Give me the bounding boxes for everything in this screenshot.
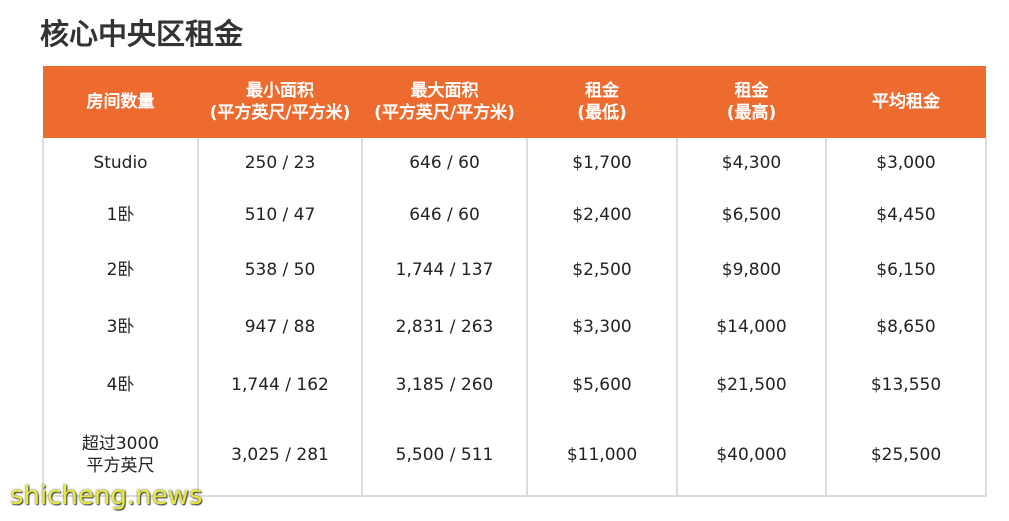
cell-rooms: 2卧 <box>42 242 199 298</box>
cell-rent-min: $2,400 <box>526 188 678 242</box>
cell-rent-max: $21,500 <box>676 356 827 414</box>
cell-rent-min: $11,000 <box>526 414 678 497</box>
table-row: 2卧 538 / 50 1,744 / 137 $2,500 $9,800 $6… <box>42 242 987 298</box>
cell-rent-avg: $13,550 <box>825 356 987 414</box>
table-row: Studio 250 / 23 646 / 60 $1,700 $4,300 $… <box>42 138 987 188</box>
cell-rooms: 3卧 <box>42 298 199 356</box>
cell-rooms: 1卧 <box>42 188 199 242</box>
cell-rooms: 超过3000 平方英尺 <box>42 414 199 497</box>
header-rent-avg: 平均租金 <box>826 66 986 138</box>
table-row: 3卧 947 / 88 2,831 / 263 $3,300 $14,000 $… <box>42 298 987 356</box>
cell-rent-min: $1,700 <box>526 138 678 188</box>
cell-rent-min: $5,600 <box>526 356 678 414</box>
header-rent-avg-label: 平均租金 <box>872 92 940 112</box>
cell-rooms: 4卧 <box>42 356 199 414</box>
cell-max-area: 1,744 / 137 <box>361 242 528 298</box>
cell-min-area: 510 / 47 <box>197 188 363 242</box>
cell-rent-min: $2,500 <box>526 242 678 298</box>
header-max-area-unit: (平方英尺/平方米) <box>374 103 515 123</box>
cell-rent-avg: $25,500 <box>825 414 987 497</box>
header-max-area-label: 最大面积 <box>410 81 479 101</box>
header-rent-max-label: 租金 <box>734 81 769 101</box>
cell-min-area: 947 / 88 <box>197 298 363 356</box>
cell-rent-max: $9,800 <box>676 242 827 298</box>
header-rooms-label: 房间数量 <box>86 92 155 112</box>
cell-rent-avg: $4,450 <box>825 188 987 242</box>
table-row: 超过3000 平方英尺 3,025 / 281 5,500 / 511 $11,… <box>42 414 987 497</box>
cell-min-area: 250 / 23 <box>197 138 363 188</box>
cell-max-area: 646 / 60 <box>361 138 528 188</box>
table-header-row: 房间数量 最小面积 (平方英尺/平方米) 最大面积 (平方英尺/平方米) 租金 … <box>43 66 986 138</box>
header-rent-min-label: 租金 <box>585 81 619 101</box>
cell-max-area: 3,185 / 260 <box>361 356 528 414</box>
table-row: 4卧 1,744 / 162 3,185 / 260 $5,600 $21,50… <box>42 356 987 414</box>
cell-rent-max: $4,300 <box>676 138 827 188</box>
cell-max-area: 646 / 60 <box>361 188 528 242</box>
header-rent-max-qualifier: (最高) <box>726 103 777 123</box>
cell-rent-avg: $3,000 <box>825 138 987 188</box>
cell-max-area: 5,500 / 511 <box>361 414 528 497</box>
watermark-logo: shicheng.news <box>10 481 203 511</box>
cell-rent-max: $6,500 <box>676 188 827 242</box>
cell-rent-avg: $8,650 <box>825 298 987 356</box>
header-max-area: 最大面积 (平方英尺/平方米) <box>362 66 527 138</box>
header-min-area-unit: (平方英尺/平方米) <box>209 103 351 123</box>
table-row: 1卧 510 / 47 646 / 60 $2,400 $6,500 $4,45… <box>42 188 987 242</box>
cell-rent-min: $3,300 <box>526 298 678 356</box>
cell-rooms: Studio <box>42 138 199 188</box>
header-min-area: 最小面积 (平方英尺/平方米) <box>198 66 362 138</box>
header-rent-min: 租金 (最低) <box>527 66 677 138</box>
rent-table: 房间数量 最小面积 (平方英尺/平方米) 最大面积 (平方英尺/平方米) 租金 … <box>42 66 987 497</box>
cell-rent-max: $40,000 <box>676 414 827 497</box>
header-rooms: 房间数量 <box>43 66 198 138</box>
cell-min-area: 538 / 50 <box>197 242 363 298</box>
header-rent-min-qualifier: (最低) <box>577 103 627 123</box>
cell-min-area: 3,025 / 281 <box>197 414 363 497</box>
cell-rent-max: $14,000 <box>676 298 827 356</box>
header-min-area-label: 最小面积 <box>246 81 314 101</box>
cell-max-area: 2,831 / 263 <box>361 298 528 356</box>
page-title: 核心中央区租金 <box>40 17 244 51</box>
cell-min-area: 1,744 / 162 <box>197 356 363 414</box>
header-rent-max: 租金 (最高) <box>677 66 826 138</box>
cell-rent-avg: $6,150 <box>825 242 987 298</box>
